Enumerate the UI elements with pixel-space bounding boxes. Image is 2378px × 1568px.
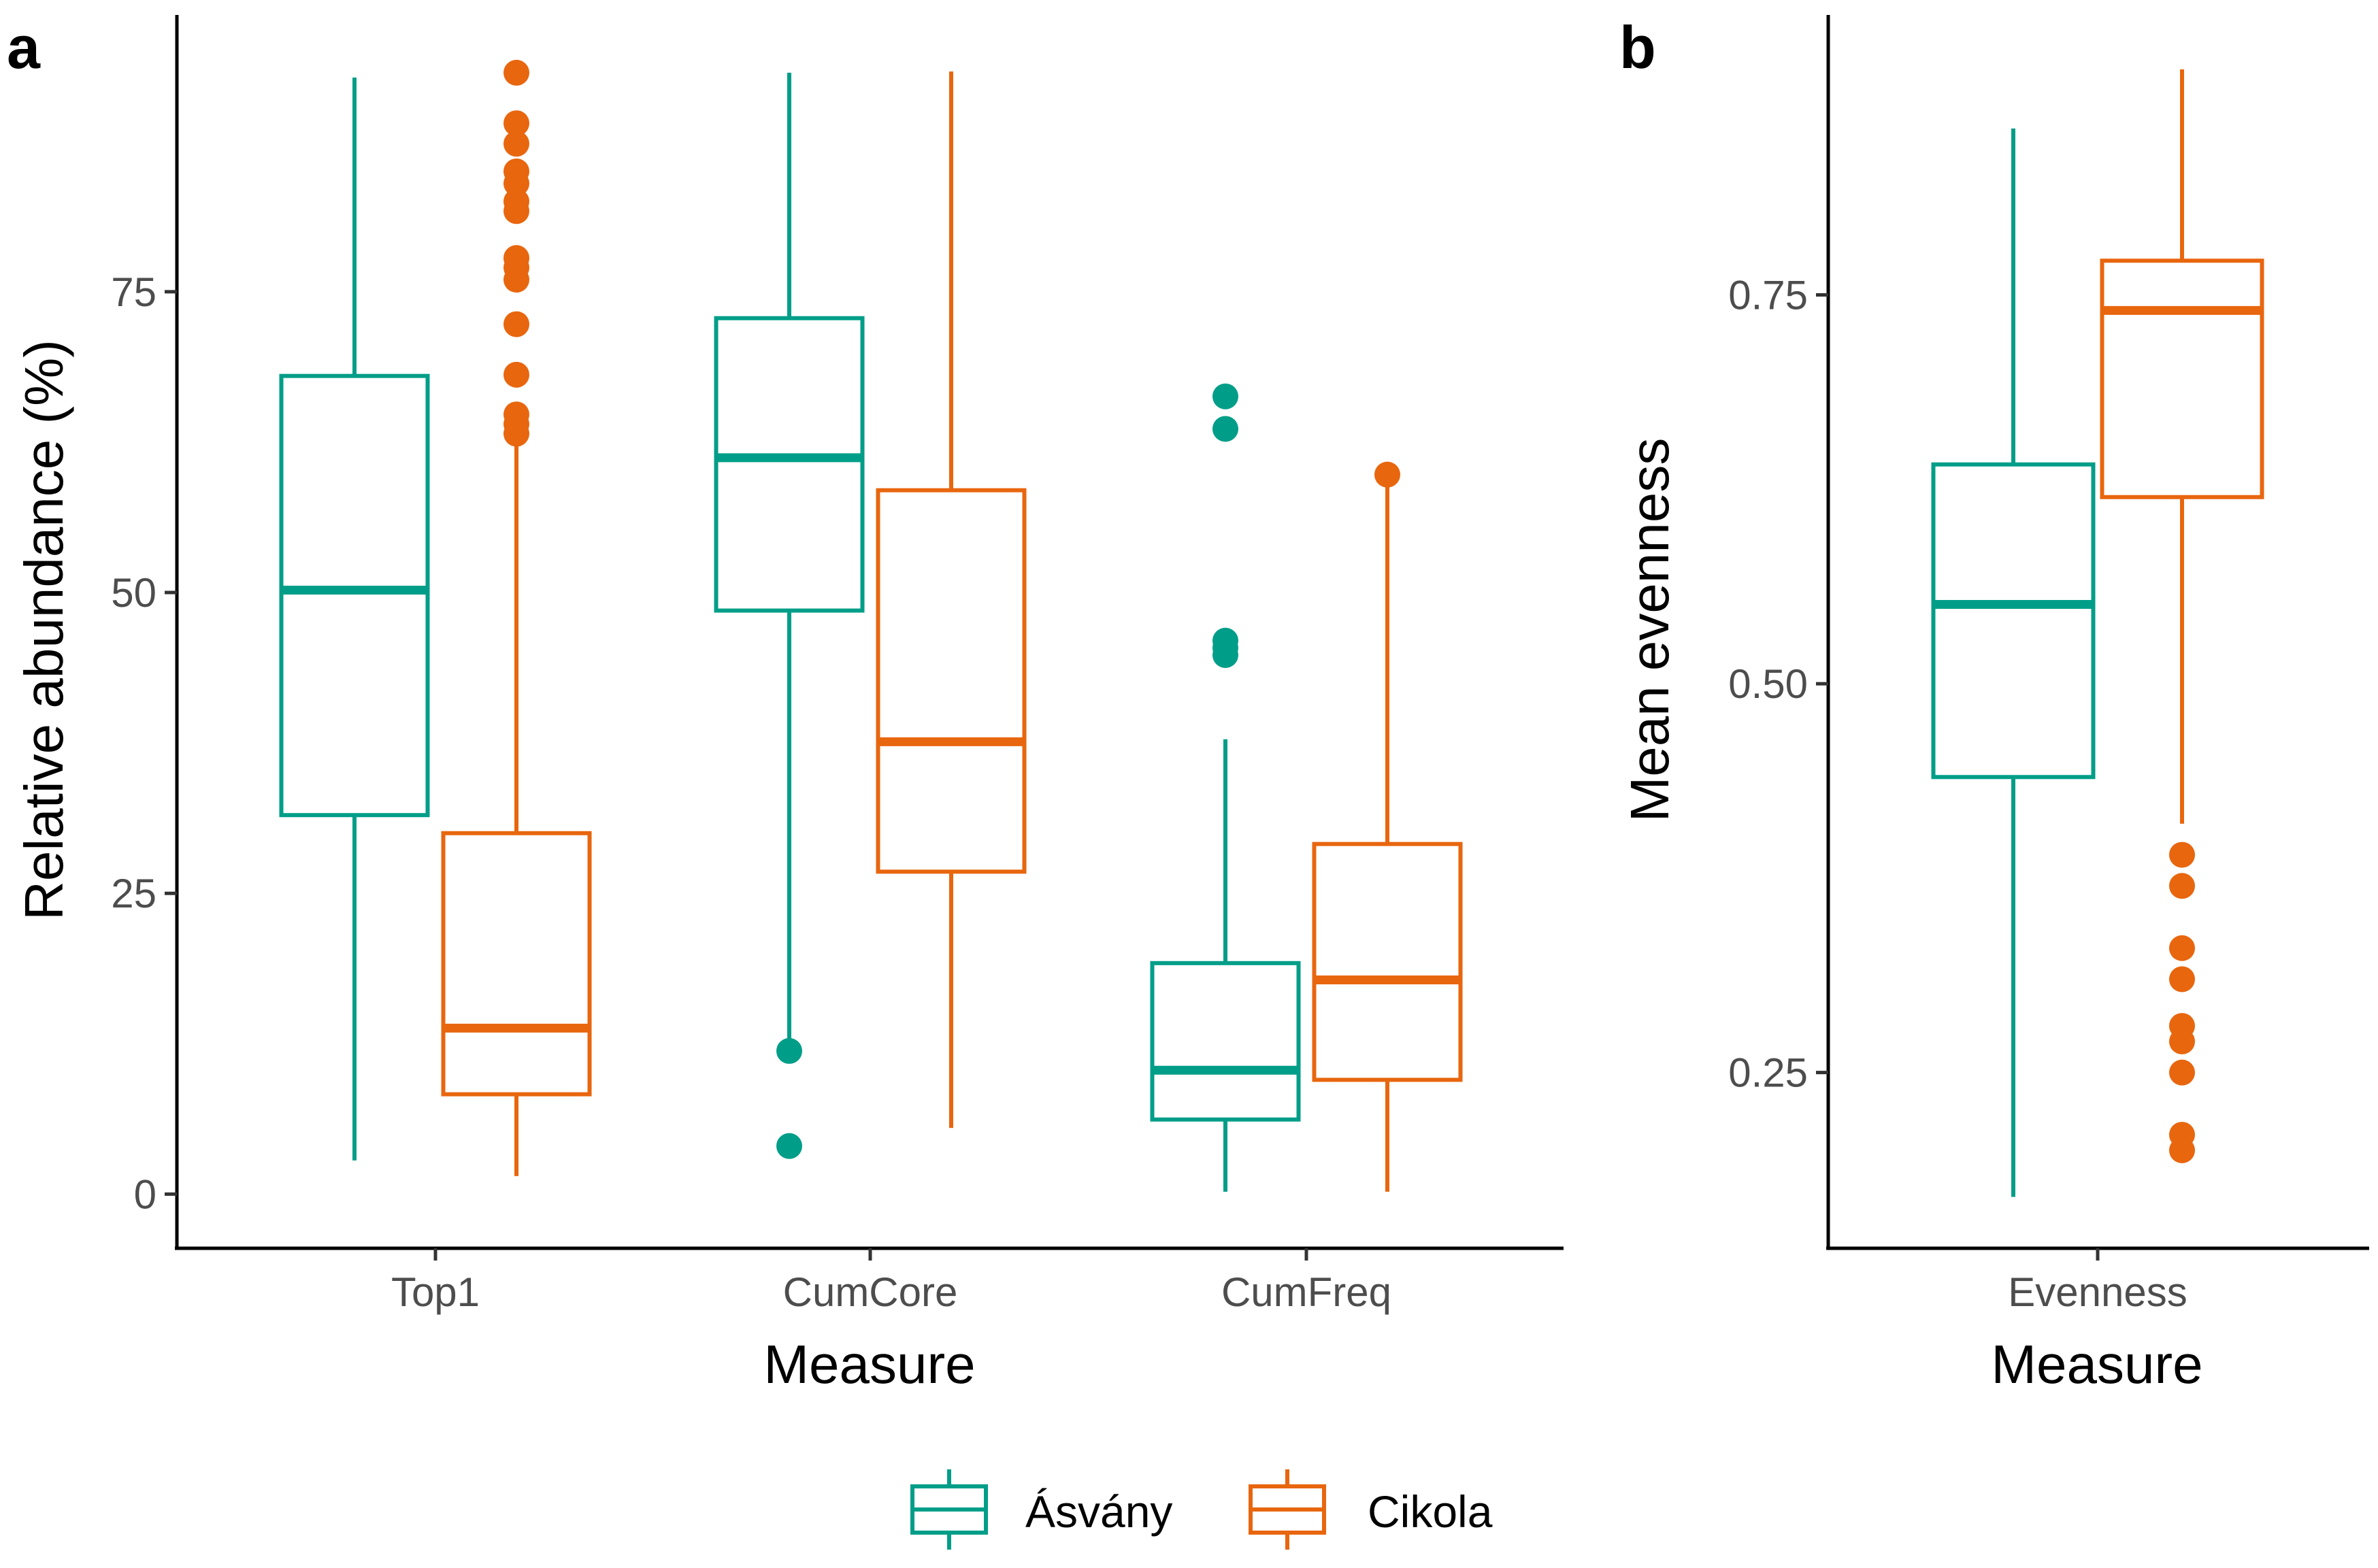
- outlier-point: [2169, 1122, 2195, 1148]
- legend-label-cikola: Cikola: [1368, 1486, 1493, 1537]
- y-tick-label: 75: [111, 269, 156, 315]
- box-cikola-top1: [441, 59, 592, 1176]
- legend: Ásvány Cikola: [910, 1469, 1493, 1550]
- panel-a-label: a: [7, 14, 41, 81]
- panel-a: a 0 25 50 75 Top1 CumCore CumFreq Measure Rel…: [7, 14, 1564, 1395]
- x-tick-label-evenness: Evenness: [2008, 1269, 2187, 1315]
- panel-a-y-axis-title: Relative abundance (%): [14, 339, 74, 920]
- outlier-point: [2169, 841, 2195, 868]
- outlier-point: [503, 401, 529, 428]
- y-tick-label: 0.50: [1728, 661, 1808, 707]
- y-tick-label: 25: [111, 871, 156, 916]
- legend-key-cikola: [1249, 1469, 1326, 1550]
- outlier-point: [1212, 416, 1238, 442]
- outlier-point: [2169, 935, 2195, 961]
- outlier-point: [503, 131, 529, 157]
- iqr-box: [2100, 258, 2264, 499]
- x-tick-label-top1: Top1: [391, 1269, 480, 1315]
- outlier-point: [2169, 1059, 2195, 1086]
- outlier-point: [2169, 1013, 2195, 1039]
- outlier-point: [503, 311, 529, 337]
- outlier-point: [2169, 966, 2195, 992]
- iqr-box: [714, 316, 865, 613]
- panel-b: b 0.25 0.50 0.75 Evenness Measure Mean eve…: [1619, 14, 2369, 1395]
- panel-b-label: b: [1619, 14, 1656, 81]
- outlier-point: [1374, 461, 1400, 488]
- iqr-box: [1312, 841, 1463, 1082]
- iqr-box: [1150, 961, 1301, 1122]
- iqr-box: [1931, 462, 2096, 780]
- outlier-point: [503, 361, 529, 388]
- outlier-point: [2169, 873, 2195, 899]
- outlier-point: [1212, 383, 1238, 410]
- x-tick-label-cumfreq: CumFreq: [1221, 1269, 1391, 1315]
- panel-a-boxes: [279, 59, 1463, 1192]
- panel-a-x-axis-title: Measure: [763, 1334, 975, 1395]
- panel-a-x-ticks: Top1 CumCore CumFreq: [391, 1248, 1391, 1315]
- outlier-point: [503, 188, 529, 215]
- outlier-point: [503, 245, 529, 271]
- y-tick-label: 0: [134, 1171, 156, 1217]
- panel-b-boxes: [1931, 69, 2264, 1197]
- panel-b-y-ticks: 0.25 0.50 0.75: [1728, 273, 1828, 1096]
- box-asvany-cumfreq: [1150, 383, 1301, 1192]
- box-asvany-evenness: [1931, 128, 2096, 1197]
- legend-item-cikola: Cikola: [1249, 1469, 1493, 1550]
- outlier-point: [503, 110, 529, 137]
- x-tick-label-cumcore: CumCore: [783, 1269, 958, 1315]
- panel-b-x-ticks: Evenness: [2008, 1248, 2187, 1315]
- box-asvany-cumcore: [714, 72, 865, 1159]
- legend-label-asvany: Ásvány: [1025, 1486, 1172, 1537]
- box-cikola-evenness: [2100, 69, 2264, 1163]
- y-tick-label: 0.25: [1728, 1050, 1808, 1096]
- legend-item-asvany: Ásvány: [910, 1469, 1172, 1550]
- box-asvany-top1: [279, 77, 430, 1161]
- iqr-box: [876, 488, 1027, 874]
- outlier-point: [503, 59, 529, 86]
- panel-b-x-axis-title: Measure: [1991, 1334, 2202, 1395]
- panel-a-y-ticks: 0 25 50 75: [111, 269, 177, 1217]
- outlier-point: [1212, 627, 1238, 654]
- iqr-box: [279, 373, 430, 818]
- box-cikola-cumcore: [876, 71, 1027, 1129]
- outlier-point: [503, 158, 529, 184]
- y-tick-label: 50: [111, 570, 156, 616]
- box-cikola-cumfreq: [1312, 461, 1463, 1192]
- outlier-point: [776, 1037, 802, 1064]
- y-tick-label: 0.75: [1728, 273, 1808, 318]
- panel-b-y-axis-title: Mean evenness: [1619, 438, 1680, 822]
- legend-key-asvany: [910, 1469, 988, 1550]
- iqr-box: [441, 831, 592, 1097]
- outlier-point: [776, 1133, 802, 1159]
